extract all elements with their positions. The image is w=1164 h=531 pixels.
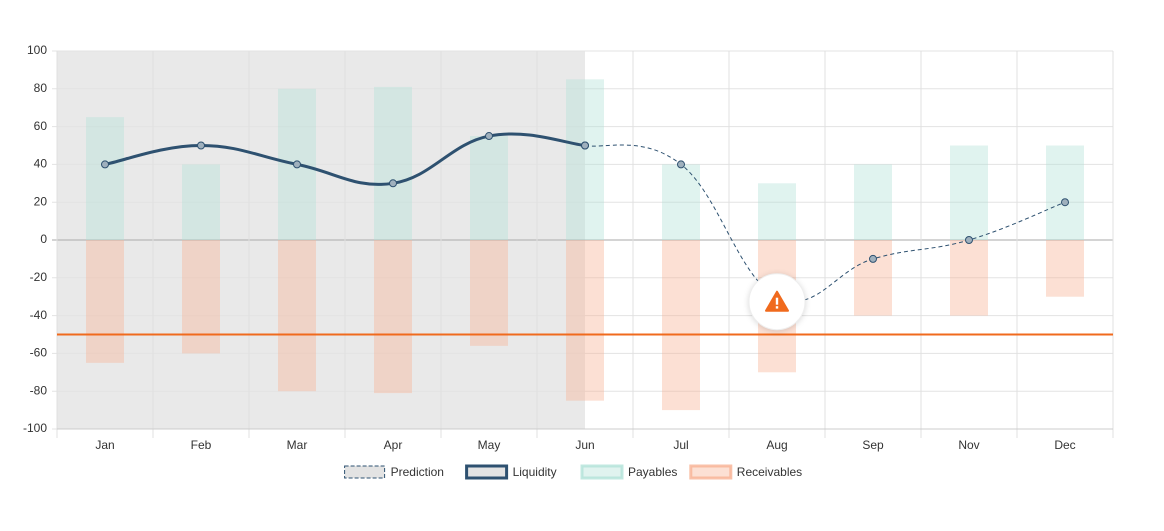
y-tick-label: 60 xyxy=(34,119,48,133)
point xyxy=(965,236,973,244)
line xyxy=(584,144,1066,302)
x-tick-label: Sep xyxy=(862,438,884,452)
x-tick-label: Nov xyxy=(958,438,979,452)
x-tick-label: Jan xyxy=(95,438,114,452)
bar xyxy=(86,240,124,363)
y-tick-label: -60 xyxy=(30,346,48,360)
x-tick-label: Apr xyxy=(384,438,403,452)
legend-label: Liquidity xyxy=(513,465,557,479)
y-tick-label: -40 xyxy=(30,308,48,322)
warning-mark xyxy=(775,297,779,305)
bar xyxy=(854,240,892,316)
legend-swatch xyxy=(689,464,733,480)
point xyxy=(1061,198,1069,207)
legend-swatch xyxy=(465,464,509,480)
y-tick-label: -20 xyxy=(30,270,48,284)
y-tick-label: -80 xyxy=(30,383,48,397)
x-tick-label: Jun xyxy=(575,438,594,452)
y-tick-label: 20 xyxy=(34,194,48,208)
bar xyxy=(662,164,700,240)
legend-label: Receivables xyxy=(737,465,802,479)
bar xyxy=(662,240,700,411)
point xyxy=(293,160,301,169)
bar xyxy=(278,240,316,392)
bar xyxy=(182,164,220,240)
legend-label: Prediction xyxy=(391,465,444,479)
y-tick-label: -100 xyxy=(23,421,47,435)
bar xyxy=(566,240,604,401)
bar xyxy=(566,79,604,240)
bar xyxy=(758,183,796,240)
bar xyxy=(182,240,220,354)
point xyxy=(677,160,685,169)
bar xyxy=(950,145,988,240)
y-tick-label: 80 xyxy=(34,81,48,95)
bar xyxy=(374,240,412,394)
y-tick-label: 100 xyxy=(27,43,47,57)
x-tick-label: Feb xyxy=(191,438,212,452)
legend-swatch xyxy=(580,464,624,480)
bar xyxy=(374,86,412,240)
y-tick-label: 0 xyxy=(40,232,47,246)
x-tick-label: Dec xyxy=(1054,438,1075,452)
bar xyxy=(470,240,508,346)
bar xyxy=(1046,240,1084,297)
bar xyxy=(470,136,508,240)
point xyxy=(101,160,109,169)
x-tick-label: Jul xyxy=(673,438,688,452)
x-tick-label: May xyxy=(478,438,501,452)
bar xyxy=(854,164,892,240)
y-tick-label: 40 xyxy=(34,157,48,171)
legend-swatch xyxy=(344,465,386,479)
bar xyxy=(1046,145,1084,240)
line xyxy=(104,132,586,186)
bar xyxy=(950,240,988,316)
point xyxy=(485,132,493,141)
point xyxy=(389,179,397,188)
x-tick-label: Mar xyxy=(287,438,308,452)
warning-dot xyxy=(775,306,779,309)
point xyxy=(869,254,877,263)
bar xyxy=(86,117,124,240)
legend-label: Payables xyxy=(628,465,677,479)
point xyxy=(581,141,589,150)
x-tick-label: Aug xyxy=(766,438,787,452)
point xyxy=(197,141,205,150)
